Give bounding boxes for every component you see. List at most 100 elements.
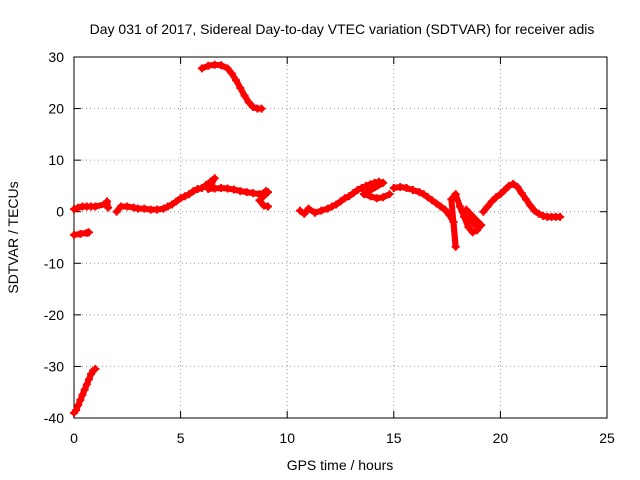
data-point <box>332 200 341 209</box>
data-point <box>74 203 83 212</box>
data-point <box>357 183 366 192</box>
data-point <box>500 186 509 195</box>
data-point <box>340 194 349 203</box>
data-point <box>423 193 432 202</box>
data-point <box>440 205 449 214</box>
data-point <box>455 202 464 211</box>
data-point <box>70 230 78 239</box>
data-point <box>530 206 539 215</box>
x-tick-label: 0 <box>70 430 78 446</box>
data-point <box>259 201 268 210</box>
data-point <box>336 197 345 206</box>
data-point <box>255 196 264 205</box>
data-point <box>129 203 138 212</box>
data-point <box>327 202 336 211</box>
data-point <box>197 64 206 73</box>
data-point <box>223 64 232 73</box>
data-point <box>379 178 388 187</box>
data-point <box>229 185 238 194</box>
data-point <box>180 192 189 201</box>
data-point <box>353 186 362 195</box>
data-point <box>483 202 492 211</box>
data-point <box>300 209 309 218</box>
data-point <box>389 183 398 192</box>
data-point <box>466 214 475 223</box>
data-point <box>163 202 172 211</box>
data-point <box>451 190 460 199</box>
data-point <box>468 228 477 237</box>
x-axis: 0 5 10 15 20 25 <box>70 57 615 446</box>
data-point <box>492 193 501 202</box>
data-point <box>189 187 198 196</box>
data-markers <box>70 60 565 417</box>
x-tick-label: 10 <box>279 430 295 446</box>
data-point <box>451 242 460 251</box>
data-point <box>304 204 313 213</box>
data-point <box>264 188 273 197</box>
data-point <box>487 197 496 206</box>
data-point <box>76 229 85 238</box>
data-point <box>317 206 326 215</box>
data-point <box>242 188 251 197</box>
series-arc-a <box>70 228 93 239</box>
data-point <box>436 202 445 211</box>
data-point <box>419 190 428 199</box>
data-point <box>539 211 548 220</box>
data-point <box>232 76 241 85</box>
data-point <box>460 212 469 221</box>
data-point <box>223 184 232 193</box>
plot-frame <box>73 56 608 419</box>
series-arc-e <box>197 60 266 113</box>
data-point <box>236 187 245 196</box>
data-point <box>84 375 93 384</box>
data-point <box>172 197 181 206</box>
grid <box>74 57 607 418</box>
y-axis-label: SDTVAR / TECUs <box>5 181 21 293</box>
data-point <box>202 180 211 189</box>
data-point <box>159 204 168 213</box>
data-point <box>445 210 454 219</box>
data-point <box>176 194 185 203</box>
y-tick-label: -10 <box>44 255 64 271</box>
data-point <box>447 195 456 204</box>
data-point <box>534 209 543 218</box>
data-point <box>408 186 417 195</box>
data-point <box>310 208 319 217</box>
x-tick-label: 5 <box>177 430 185 446</box>
data-point <box>227 69 236 78</box>
chart-title: Day 031 of 2017, Sidereal Day-to-day VTE… <box>90 21 595 37</box>
data-point <box>295 206 304 215</box>
data-point <box>432 199 441 208</box>
data-point <box>240 91 249 100</box>
x-axis-label: GPS time / hours <box>287 457 394 473</box>
data-point <box>521 195 530 204</box>
data-point <box>236 83 245 92</box>
data-point <box>513 182 522 191</box>
data-point <box>168 200 177 209</box>
data-point <box>415 188 424 197</box>
data-point <box>70 205 78 214</box>
data-point <box>193 185 202 194</box>
y-tick-label: 20 <box>48 101 64 117</box>
data-point <box>385 190 394 199</box>
data-point <box>104 203 113 212</box>
data-point <box>396 182 405 191</box>
data-point <box>366 180 375 189</box>
data-point <box>556 212 565 221</box>
data-point <box>496 190 505 199</box>
y-tick-label: -20 <box>44 307 64 323</box>
data-point <box>472 226 481 235</box>
data-point <box>359 190 368 199</box>
data-point <box>345 192 354 201</box>
data-point <box>428 196 437 205</box>
series-arc-g <box>389 182 486 251</box>
data-point <box>526 201 535 210</box>
data-point <box>370 178 379 187</box>
y-tick-label: 10 <box>48 152 64 168</box>
data-point <box>517 189 526 198</box>
data-point <box>197 183 206 192</box>
y-axis: -40 -30 -20 -10 0 10 20 30 <box>44 49 607 426</box>
data-point <box>112 207 121 216</box>
data-point <box>464 223 473 232</box>
